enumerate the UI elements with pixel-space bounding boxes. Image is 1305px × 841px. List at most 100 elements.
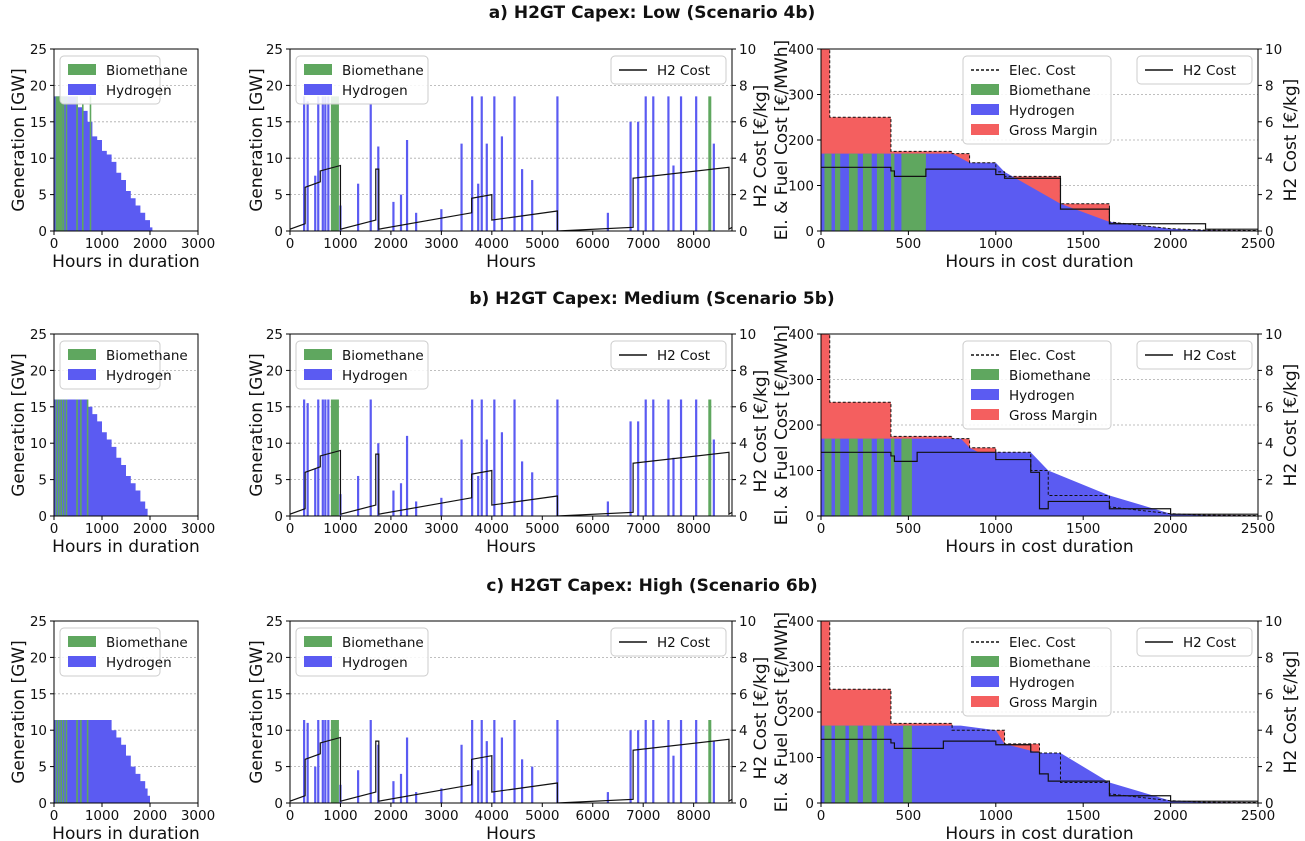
plot-area xyxy=(821,334,1258,516)
h2-cost-line xyxy=(290,736,732,803)
x-tick-label: 5000 xyxy=(525,521,559,537)
x-tick-label: 8000 xyxy=(676,808,710,824)
y2-axis-label: H2 Cost [€/kg] xyxy=(751,370,771,493)
legend-label-gross_margin: Gross Margin xyxy=(1009,123,1097,139)
x-tick-label: 1000 xyxy=(85,236,119,252)
y-tick-label: 20 xyxy=(266,650,283,666)
legend-label-h2_cost: H2 Cost xyxy=(1183,348,1236,364)
x-axis-label: Hours in cost duration xyxy=(945,824,1133,841)
legend-swatch-hydrogen xyxy=(971,389,999,400)
y-tick-label: 5 xyxy=(274,760,283,776)
y-tick-label: 300 xyxy=(788,373,814,389)
y-tick-label: 15 xyxy=(266,115,283,131)
y-axis-label: Generation [GW] xyxy=(9,640,29,784)
x-tick-label: 1000 xyxy=(979,808,1013,824)
x-tick-label: 7000 xyxy=(626,521,660,537)
legend-swatch-gross_margin xyxy=(971,409,999,420)
y-tick-label: 300 xyxy=(788,88,814,104)
y-tick-label: 25 xyxy=(30,614,47,630)
legend-frame xyxy=(962,340,1112,430)
legend-label-elec_cost: Elec. Cost xyxy=(1009,635,1076,651)
y-tick-label: 20 xyxy=(30,363,47,379)
legend-label-h2_cost: H2 Cost xyxy=(657,348,710,364)
y-tick-label: 300 xyxy=(788,660,814,676)
legend-swatch-biomethane xyxy=(68,64,96,75)
y2-tick-label: 2 xyxy=(739,188,748,204)
x-tick-label: 2000 xyxy=(374,521,408,537)
x-tick-label: 1000 xyxy=(323,808,357,824)
legend-swatch-hydrogen xyxy=(304,656,332,667)
legend-label-biomethane: Biomethane xyxy=(1009,368,1091,384)
x-tick-label: 500 xyxy=(896,236,922,252)
y2-axis-label: H2 Cost [€/kg] xyxy=(751,85,771,208)
hydrogen-area xyxy=(54,720,150,803)
y-tick-label: 0 xyxy=(274,796,283,812)
y2-tick-label: 0 xyxy=(1265,796,1274,812)
x-tick-label: 7000 xyxy=(626,808,660,824)
biomethane-cost-area xyxy=(824,725,832,803)
legend-swatch-gross_margin xyxy=(971,696,999,707)
y-tick-label: 400 xyxy=(788,614,814,630)
biomethane-cost-area xyxy=(862,153,872,231)
y2-tick-label: 2 xyxy=(739,760,748,776)
y2-tick-label: 8 xyxy=(739,78,748,94)
plot-area xyxy=(54,334,198,516)
x-axis-label: Hours xyxy=(486,824,536,841)
x-axis-label: Hours xyxy=(486,252,536,272)
y-axis-label: Generation [GW] xyxy=(247,68,267,212)
plot-area xyxy=(54,49,198,231)
x-tick-label: 2500 xyxy=(1241,521,1275,537)
legend-label-hydrogen: Hydrogen xyxy=(342,368,408,384)
y2-tick-label: 0 xyxy=(1265,224,1274,240)
y-tick-label: 10 xyxy=(266,436,283,452)
y-tick-label: 0 xyxy=(274,509,283,525)
y2-tick-label: 4 xyxy=(1265,436,1274,452)
x-tick-label: 1000 xyxy=(85,808,119,824)
x-tick-label: 1500 xyxy=(1066,236,1100,252)
x-tick-label: 2000 xyxy=(1153,808,1187,824)
panel-b-3: 0 2 4 6 8 10 Elec. Cost Biomethane Hydrogen Gross… xyxy=(788,327,1301,557)
legend-frame xyxy=(962,627,1112,717)
x-tick-label: 1000 xyxy=(323,521,357,537)
x-tick-label: 3000 xyxy=(424,808,458,824)
axes-frame xyxy=(289,48,733,232)
x-tick-label: 0 xyxy=(817,236,826,252)
x-tick-label: 0 xyxy=(817,521,826,537)
biomethane-cost-area xyxy=(876,153,884,231)
y-tick-label: 25 xyxy=(30,327,47,343)
x-tick-label: 1000 xyxy=(85,521,119,537)
y2-tick-label: 4 xyxy=(1265,151,1274,167)
y-tick-label: 10 xyxy=(266,151,283,167)
y2-tick-label: 2 xyxy=(739,473,748,489)
y2-tick-label: 4 xyxy=(739,723,748,739)
h2-cost-line xyxy=(821,166,1258,231)
x-tick-label: 5000 xyxy=(525,808,559,824)
biomethane-cost-area xyxy=(848,153,858,231)
y-tick-label: 15 xyxy=(30,687,47,703)
legend-label-hydrogen: Hydrogen xyxy=(342,83,408,99)
y2-tick-label: 6 xyxy=(739,115,748,131)
legend-frame xyxy=(610,340,727,370)
plot-area xyxy=(290,49,732,231)
y-tick-label: 200 xyxy=(788,705,814,721)
biomethane-cost-area xyxy=(834,725,846,803)
y-tick-label: 5 xyxy=(38,473,47,489)
legend-label-biomethane: Biomethane xyxy=(106,63,188,79)
legend-label-biomethane: Biomethane xyxy=(1009,83,1091,99)
y2-tick-label: 0 xyxy=(739,509,748,525)
y2-tick-label: 4 xyxy=(739,151,748,167)
y2-axis-label: H2 Cost [€/kg] xyxy=(1281,651,1301,774)
y-tick-label: 25 xyxy=(266,327,283,343)
y-tick-label: 10 xyxy=(30,723,47,739)
y2-tick-label: 8 xyxy=(739,363,748,379)
y2-tick-label: 10 xyxy=(739,327,756,343)
x-tick-label: 2000 xyxy=(1153,521,1187,537)
axes-frame xyxy=(53,48,199,232)
cost-y-axis-label: El. & Fuel Cost [€/MWh] xyxy=(772,612,792,812)
x-tick-label: 6000 xyxy=(576,808,610,824)
x-tick-label: 1000 xyxy=(979,236,1013,252)
